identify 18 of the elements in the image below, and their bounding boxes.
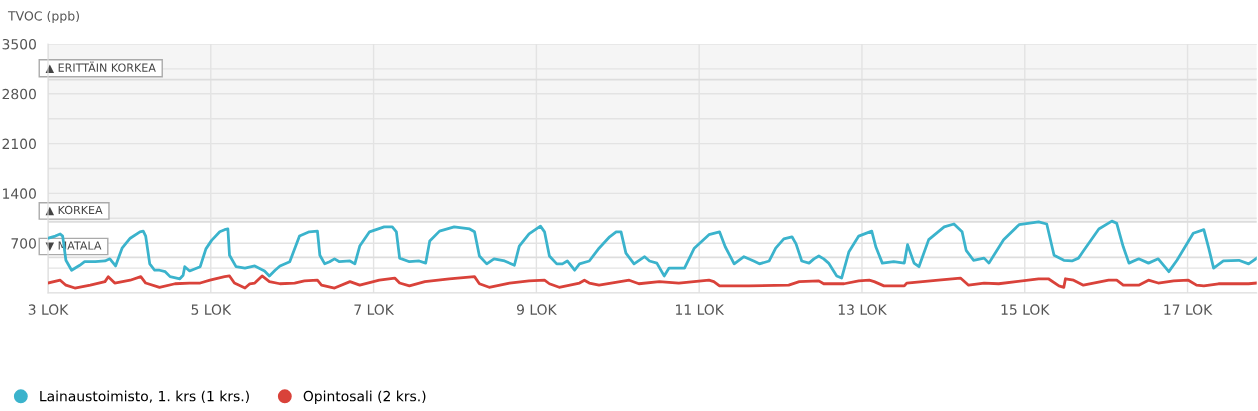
y-tick-label: 700 [11,238,36,249]
legend-label: Lainaustoimisto, 1. krs (1 krs.) [40,390,249,403]
x-tick-label: 5 LOK [191,304,232,315]
x-tick-label: 9 LOK [516,304,557,315]
x-tick-label: 7 LOK [354,304,395,315]
y-tick-label: 1400 [3,188,36,199]
x-tick-label: 17 LOK [1164,304,1213,315]
x-tick-label: 11 LOK [676,304,725,315]
ref-line-label: ▲ KORKEA [45,205,103,216]
x-tick-label: 13 LOK [838,304,887,315]
y-tick-label: 2800 [2,88,36,100]
legend-label: Opintosali (2 krs.) [303,390,426,405]
x-tick-label: 15 LOK [1001,304,1050,315]
y-axis-title: TVOC (ppb) [7,10,79,24]
x-tick-label: 3 LOK [28,304,69,315]
y-tick-label: 2100 [2,138,36,150]
y-tick-label: 3500 [2,38,36,50]
ref-line-label: ▲ ERITTÄIN KORKEA [45,61,156,74]
